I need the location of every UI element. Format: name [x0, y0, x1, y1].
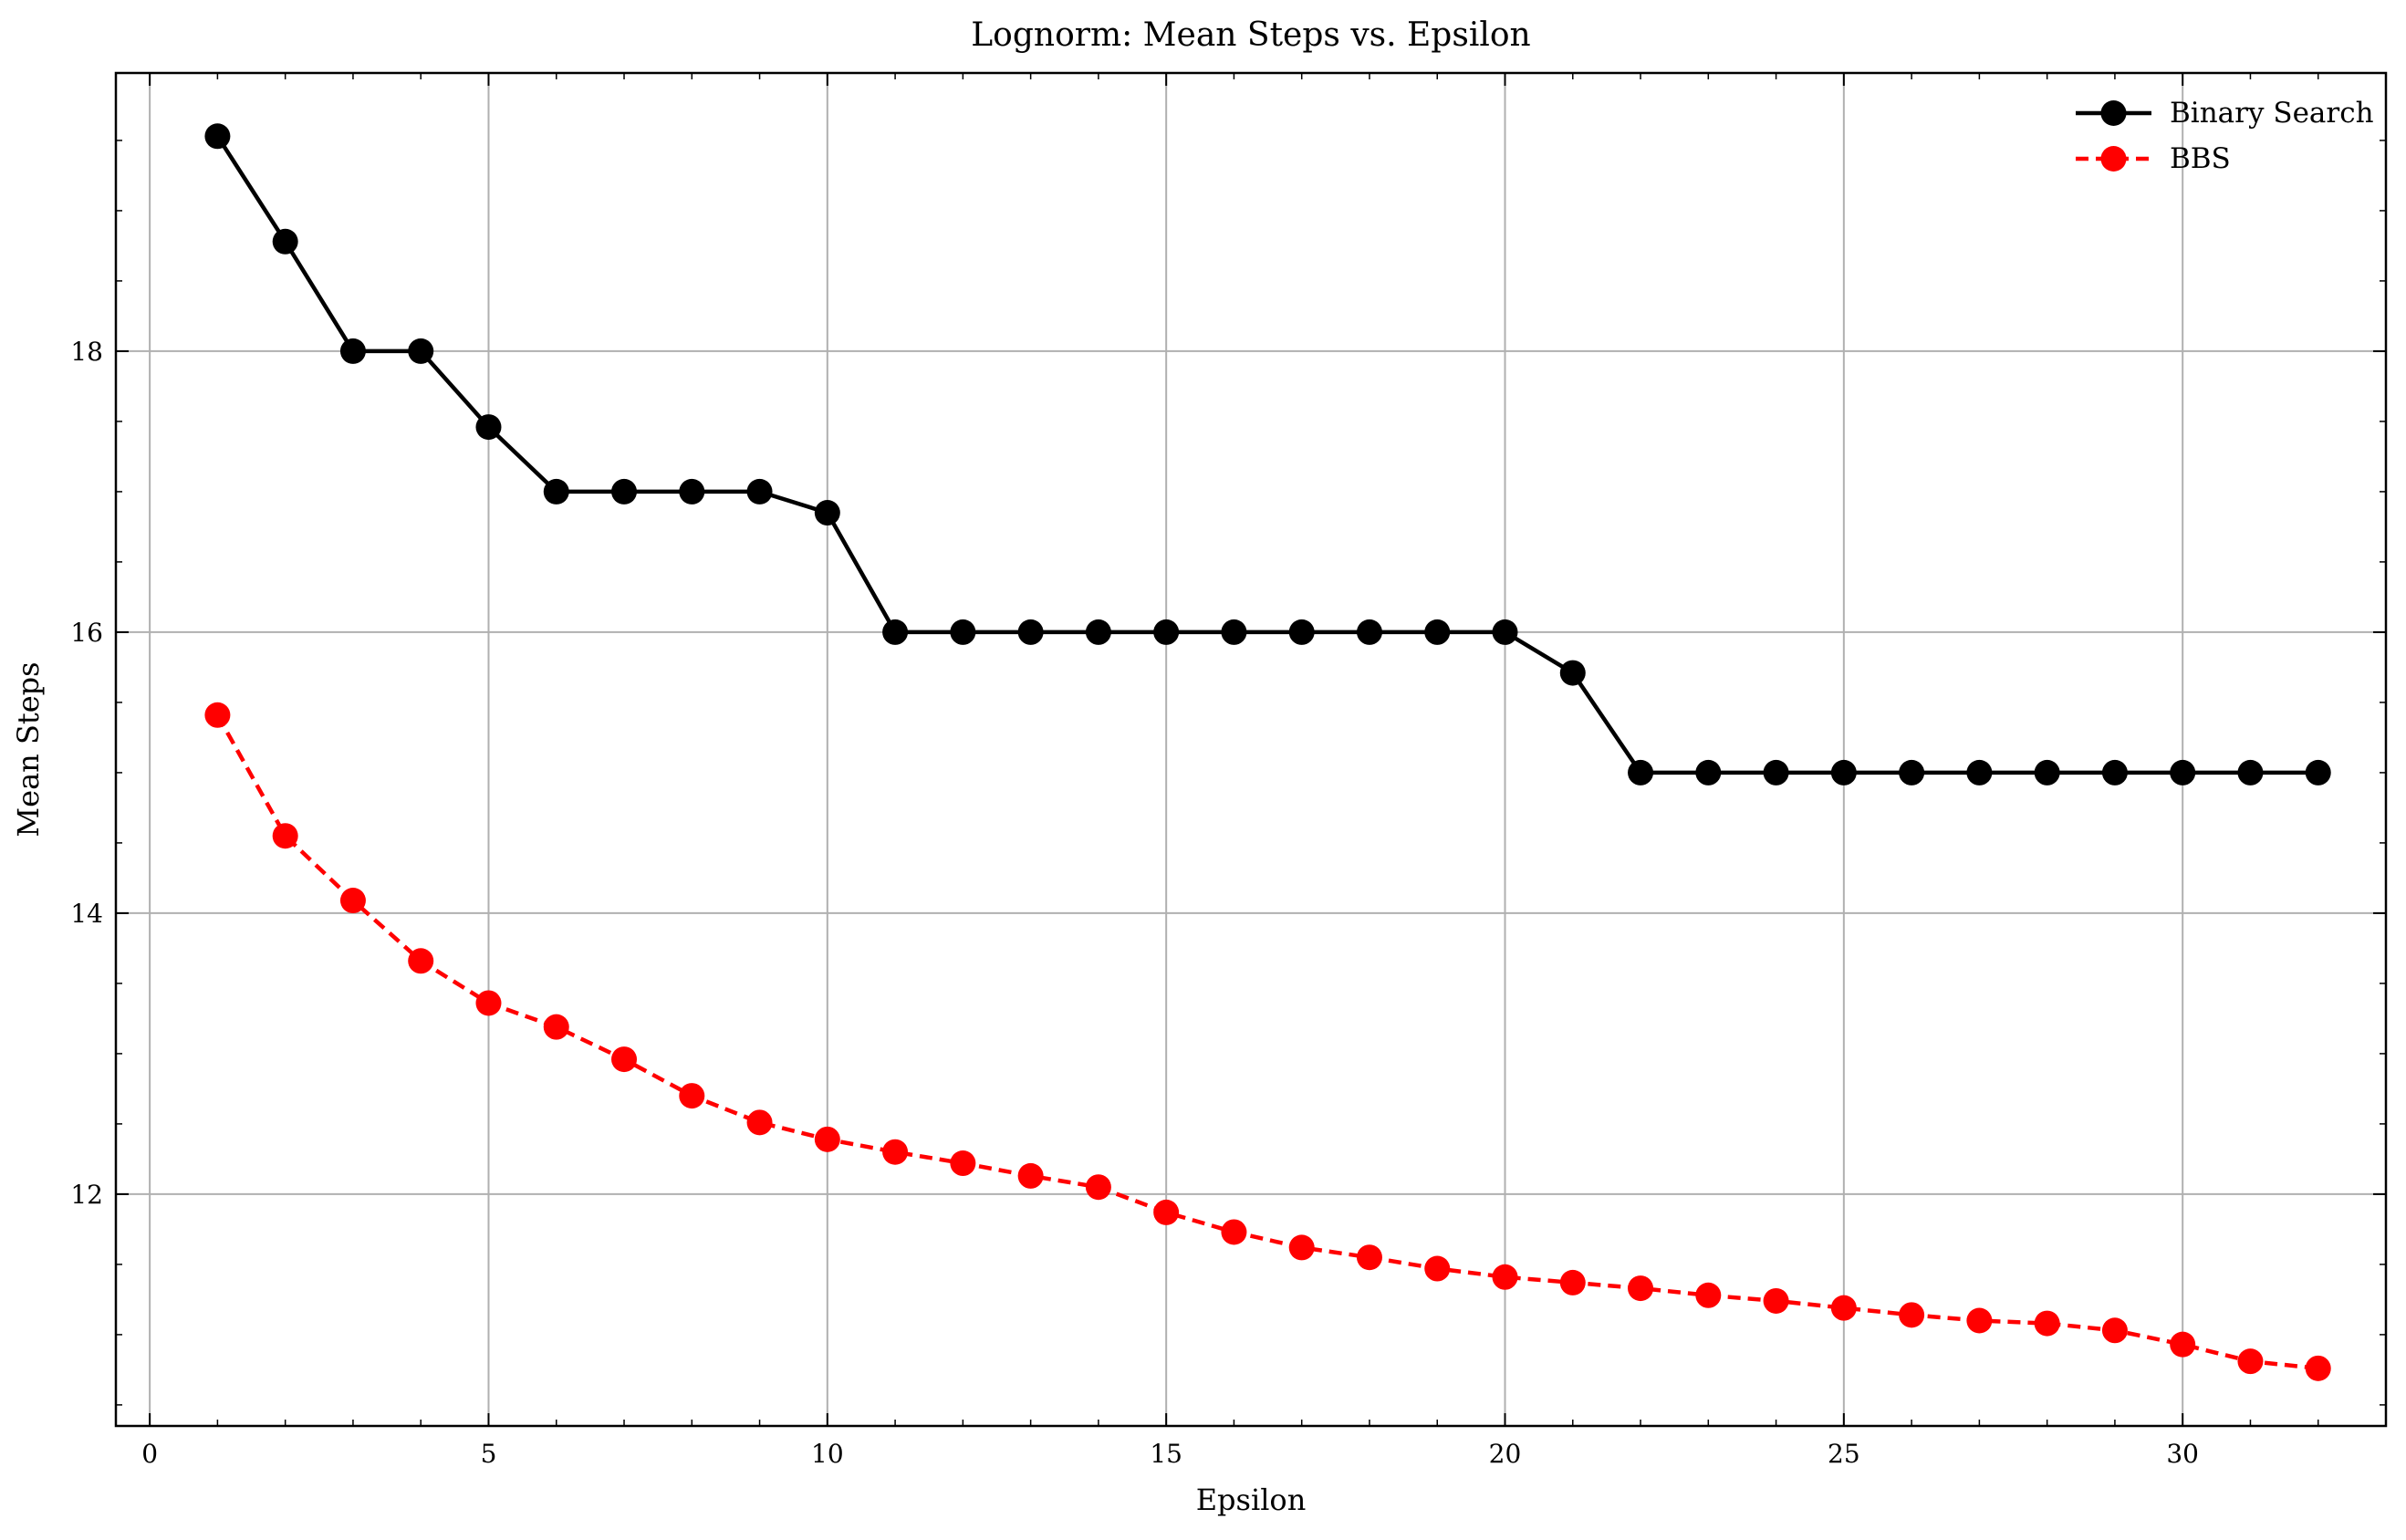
bbs-point: [272, 823, 298, 849]
binary-search-point: [2237, 759, 2264, 786]
binary-search-point: [611, 478, 638, 505]
bbs-point: [1356, 1244, 1382, 1271]
y-tick-label: 18: [70, 337, 103, 367]
bbs-point: [475, 990, 502, 1016]
legend-bbs-marker: [2100, 146, 2127, 172]
binary-search-point: [2305, 759, 2331, 786]
binary-search-point: [2101, 759, 2128, 786]
bbs-point: [746, 1109, 773, 1136]
binary-search-point: [679, 478, 705, 505]
bbs-point: [1492, 1264, 1518, 1290]
binary-search-point: [882, 619, 909, 645]
y-tick-label: 12: [70, 1180, 103, 1210]
bbs-point: [1899, 1302, 1925, 1328]
x-axis-label: Epsilon: [1196, 1483, 1307, 1517]
bbs-point: [1017, 1162, 1044, 1189]
bbs-point: [1559, 1269, 1586, 1295]
bbs-point: [814, 1126, 840, 1152]
binary-search-point: [204, 123, 231, 150]
binary-search-point: [814, 500, 840, 526]
bbs-point: [2170, 1331, 2196, 1358]
bbs-point: [204, 702, 231, 728]
binary-search-point: [408, 338, 434, 364]
binary-search-point: [1899, 759, 1925, 786]
binary-search-point: [1288, 619, 1315, 645]
legend: Binary Search BBS: [2076, 97, 2374, 175]
chart-title: Lognorm: Mean Steps vs. Epsilon: [971, 16, 1530, 54]
legend-binary-search-marker: [2100, 100, 2127, 126]
bbs-point: [1695, 1282, 1722, 1308]
bbs-point: [408, 948, 434, 974]
binary-search-point: [1830, 759, 1857, 786]
binary-search-point: [746, 478, 773, 505]
bbs-point: [1085, 1174, 1111, 1201]
bbs-point: [339, 888, 366, 914]
x-tick-label: 30: [2166, 1439, 2199, 1469]
plot-frame: [114, 71, 2388, 1428]
binary-search-point: [272, 228, 298, 255]
binary-search-point: [1966, 759, 1993, 786]
bbs-point: [2237, 1348, 2264, 1375]
binary-search-point: [950, 619, 976, 645]
x-tick-label: 20: [1489, 1439, 1522, 1469]
binary-search-point: [2170, 759, 2196, 786]
binary-search-point: [1085, 619, 1111, 645]
binary-search-point: [1356, 619, 1382, 645]
x-tick-label: 10: [811, 1439, 844, 1469]
bbs-point: [611, 1046, 638, 1073]
bbs-point: [1221, 1219, 1247, 1245]
tick-labels: 0 5 10 15 20 25 30 12 14 16 18: [70, 337, 2199, 1469]
bbs-point: [2305, 1355, 2331, 1381]
bbs-point: [2101, 1317, 2128, 1344]
y-tick-label: 16: [70, 618, 103, 648]
binary-search-point: [339, 338, 366, 364]
binary-search-point: [543, 478, 569, 505]
legend-bbs-label: BBS: [2170, 142, 2231, 175]
bbs-point: [1153, 1199, 1180, 1225]
binary-search-point: [475, 414, 502, 441]
bbs-point: [543, 1014, 569, 1040]
x-tick-label: 25: [1828, 1439, 1860, 1469]
bbs-point: [1830, 1295, 1857, 1321]
binary-search-point: [1017, 619, 1044, 645]
bbs-point: [950, 1150, 976, 1177]
y-axis-label: Mean Steps: [11, 661, 46, 837]
binary-search-point: [1153, 619, 1180, 645]
binary-search-point: [1695, 759, 1722, 786]
binary-search-point: [2034, 759, 2060, 786]
binary-search-point: [1424, 619, 1451, 645]
bbs-point: [1966, 1307, 1993, 1334]
axis-ticks: [116, 73, 2387, 1426]
x-tick-label: 0: [141, 1439, 158, 1469]
bbs-point: [1628, 1275, 1654, 1302]
legend-binary-search-label: Binary Search: [2170, 97, 2374, 130]
bbs-point: [1424, 1255, 1451, 1282]
binary-search-point: [1559, 660, 1586, 686]
bbs-point: [2034, 1310, 2060, 1337]
x-tick-label: 5: [481, 1439, 497, 1469]
bbs-point: [1288, 1234, 1315, 1261]
bbs-point: [882, 1139, 909, 1165]
bbs-point: [679, 1083, 705, 1109]
binary-search-point: [1221, 619, 1247, 645]
binary-search-point: [1628, 759, 1654, 786]
binary-search-point: [1763, 759, 1789, 786]
binary-search-point: [1492, 619, 1518, 645]
bbs-point: [1763, 1287, 1789, 1314]
x-tick-label: 15: [1150, 1439, 1182, 1469]
y-tick-label: 14: [70, 899, 103, 929]
series-points: [204, 123, 2331, 1381]
